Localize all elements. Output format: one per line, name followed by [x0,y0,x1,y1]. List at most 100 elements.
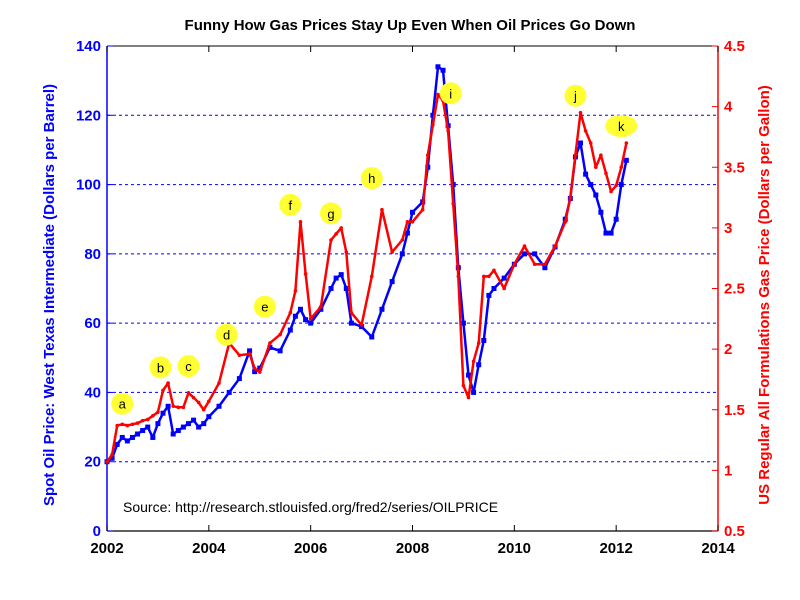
oil-price-point [501,275,507,281]
gas-price-point [181,405,186,410]
oil-price-point [267,344,273,350]
annotation-circle [215,323,238,346]
gas-price-point [140,418,145,423]
y-tick-label-left: 40 [84,384,101,401]
oil-price-point [180,424,186,430]
gas-price-point [319,304,323,309]
gas-price-point [237,353,242,357]
y-tick-label-right: 2 [724,341,732,358]
oil-price-point [119,434,125,440]
oil-price-point [369,334,375,340]
gas-price-point [446,129,450,133]
annotation-circle [605,115,638,138]
oil-price-point [333,275,339,281]
tick-labels: 0 20 40 60 80 100 120 140 0.5 1 1.5 2 2.5 3 3.5 4 4.5 200… [76,38,745,557]
oil-price-point [287,327,293,333]
gas-price-point [196,400,201,405]
gas-price-point [191,395,196,400]
gas-price-point [359,323,364,327]
oil-price-point [201,421,207,427]
gas-price-point [619,165,624,170]
gas-price-point [176,405,181,410]
x-tick-label: 2012 [599,540,632,557]
oil-price-point [338,272,344,278]
annotation-marker-i: i [439,82,462,105]
annotation-marker-c: c [177,355,200,378]
gas-price-point [624,141,629,145]
oil-price-point [216,403,222,409]
oil-price-point [226,389,232,395]
source-note: Source: http://research.stlouisfed.org/f… [123,499,498,515]
oil-price-point [155,421,161,427]
oil-price-point [389,279,395,285]
oil-price-point [170,431,176,437]
gas-price-point [456,274,461,279]
x-tick-label: 2002 [90,540,123,557]
oil-price-point [618,182,624,188]
gas-price-point [344,250,349,254]
oil-price-point [303,317,309,323]
oil-price-point [522,251,528,257]
gas-price-point [166,381,170,385]
gas-price-point [171,404,175,408]
annotation-circle [279,193,302,216]
x-tick-label: 2006 [294,540,327,557]
gas-price-point [115,423,119,428]
gas-price-point [487,274,491,279]
oil-price-point [613,216,619,222]
gas-price-point [110,452,114,457]
gas-price-point [609,189,613,194]
oil-price-point [185,421,191,427]
gas-price-point [161,388,165,393]
gas-price-point [298,220,303,224]
ylabel-left: Spot Oil Price: West Texas Intermediate … [41,84,58,506]
gas-price-point [502,286,506,291]
oil-price-point [466,372,472,378]
axes [106,45,719,532]
series-group [104,64,629,465]
oil-price-point [129,434,135,440]
gas-price-point [599,153,603,157]
chart-title: Funny How Gas Prices Stay Up Even When O… [185,17,636,34]
gas-price-point [476,341,481,345]
oil-price-point [578,140,584,146]
annotation-label: a [119,397,127,412]
y-tick-label-right: 4 [724,99,733,116]
oil-price-point [236,376,242,382]
oil-price-point [348,320,354,326]
y-tick-label-right: 1 [724,462,732,479]
gas-price-point [293,289,298,293]
gas-price-point [436,92,440,97]
oil-price-point [140,428,146,434]
gas-price-point [522,244,527,248]
gas-price-point [217,381,221,385]
annotation-label: h [368,171,375,186]
gas-price-point [288,310,293,315]
gas-price-point [471,359,476,364]
gas-price-point [594,165,598,170]
oil-price-point [532,251,538,257]
oil-price-point [114,441,120,447]
gas-price-point [410,220,415,224]
gas-price-point [207,399,211,404]
oil-price-point [379,306,385,312]
oil-price-point [623,157,629,163]
oil-price-point [145,424,151,430]
gas-price-point [573,153,578,157]
oil-price-point [109,455,115,461]
gas-price-point [492,268,496,273]
gas-price-point [252,366,257,371]
oil-price-point [491,286,497,291]
gas-price-point [329,238,333,242]
gas-price-point [380,207,384,212]
oil-price-point [160,410,166,416]
oil-price-point [150,434,156,440]
y-tick-label-left: 120 [76,107,101,124]
annotation-marker-k: k [605,115,638,138]
oil-price-point [252,369,258,375]
gas-price-point [125,423,130,428]
gas-price-point [105,460,109,464]
oil-price-point [191,417,197,423]
